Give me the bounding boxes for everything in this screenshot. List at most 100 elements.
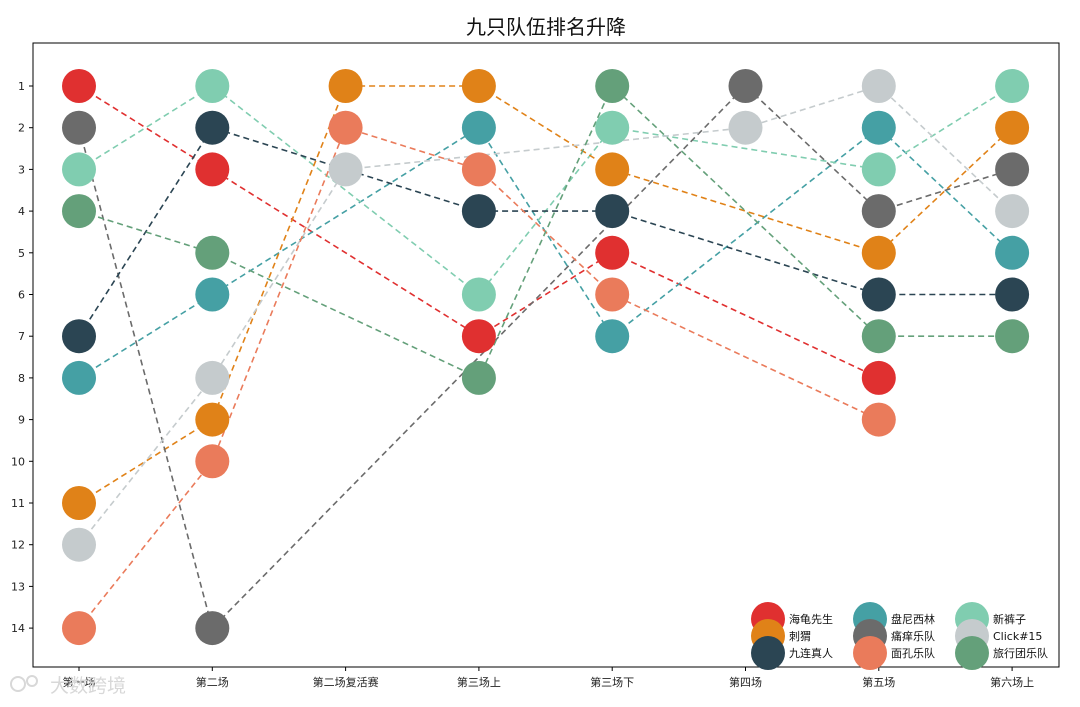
- watermark-text: 大数跨境: [50, 675, 126, 697]
- marker-s8-p7: [995, 319, 1030, 354]
- marker-s5-p7: [995, 194, 1030, 229]
- series-markers: [62, 69, 1030, 646]
- legend-label-8: 旅行团乐队: [993, 646, 1048, 660]
- marker-s1-p1: [195, 277, 230, 312]
- x-tick-label-3: 第三场上: [457, 675, 501, 689]
- marker-s2-p7: [995, 69, 1030, 103]
- marker-s4-p1: [195, 611, 230, 646]
- marker-s6-p0: [62, 319, 96, 354]
- legend-marker-8: [955, 636, 989, 670]
- y-tick-label-6: 6: [18, 289, 25, 302]
- y-tick-label-7: 7: [18, 330, 25, 343]
- watermark: 大数跨境: [10, 675, 126, 697]
- y-tick-label-9: 9: [18, 414, 25, 427]
- marker-s6-p4: [595, 194, 630, 229]
- marker-s1-p3: [461, 110, 496, 145]
- x-tick-label-2: 第二场复活赛: [313, 675, 379, 689]
- marker-s8-p1: [195, 235, 230, 270]
- series-line-6: [78, 126, 1013, 337]
- legend-marker-7: [853, 636, 887, 670]
- marker-s7-p3: [461, 152, 496, 187]
- y-tick-label-11: 11: [11, 497, 25, 510]
- marker-s4-p7: [995, 152, 1030, 187]
- marker-s6-p3: [461, 194, 496, 229]
- x-tick-label-5: 第四场: [729, 675, 762, 689]
- marker-s8-p6: [861, 319, 896, 354]
- marker-s0-p3: [461, 319, 496, 354]
- marker-s2-p1: [195, 69, 230, 103]
- plot-frame: [32, 42, 1060, 668]
- series-line-4: [78, 84, 1013, 630]
- marker-s7-p4: [595, 277, 630, 312]
- y-tick-label-2: 2: [18, 122, 25, 135]
- marker-s5-p2: [328, 152, 363, 187]
- marker-s2-p4: [595, 110, 630, 145]
- series-line-8: [78, 84, 1013, 379]
- marker-s7-p6: [861, 402, 896, 437]
- x-tick-label-7: 第六场上: [990, 675, 1034, 689]
- marker-s4-p6: [861, 194, 896, 229]
- marker-s3-p3: [461, 69, 496, 103]
- y-tick-label-10: 10: [11, 455, 25, 468]
- marker-s1-p0: [62, 360, 96, 395]
- x-tick-label-6: 第五场: [862, 675, 895, 689]
- marker-s5-p6: [861, 69, 896, 103]
- y-tick-label-1: 1: [18, 80, 25, 93]
- marker-s2-p3: [461, 277, 496, 312]
- x-tick-label-1: 第二场: [196, 675, 229, 689]
- marker-s7-p0: [62, 611, 96, 646]
- marker-s3-p1: [195, 402, 230, 437]
- y-tick-label-4: 4: [18, 205, 25, 218]
- marker-s5-p5: [728, 110, 763, 145]
- marker-s6-p7: [995, 277, 1030, 312]
- marker-s5-p0: [62, 527, 96, 562]
- marker-s1-p4: [595, 319, 630, 354]
- marker-s8-p4: [595, 69, 630, 103]
- legend-marker-6: [751, 636, 785, 670]
- x-tick-label-0: 第一场: [63, 675, 96, 689]
- x-axis: 第一场 第二场 第二场复活赛 第三场上 第三场下 第四场 第五场 第六场上: [63, 667, 1034, 689]
- marker-s3-p0: [62, 486, 96, 520]
- marker-s0-p0: [62, 69, 96, 103]
- marker-s0-p4: [595, 235, 630, 270]
- marker-s2-p6: [861, 152, 896, 187]
- y-tick-label-12: 12: [11, 539, 25, 552]
- legend-label-7: 面孔乐队: [891, 646, 935, 660]
- marker-s0-p1: [195, 152, 230, 187]
- marker-s4-p0: [62, 110, 96, 145]
- y-tick-label-14: 14: [11, 622, 25, 635]
- marker-s4-p5: [728, 69, 763, 103]
- marker-s7-p2: [328, 110, 363, 145]
- series-lines: [78, 84, 1013, 630]
- legend-label-1: 盘尼西林: [891, 612, 935, 626]
- legend-label-3: 刺猬: [789, 630, 811, 643]
- y-tick-label-3: 3: [18, 163, 25, 176]
- x-tick-label-4: 第三场下: [590, 675, 634, 689]
- marker-s8-p3: [461, 360, 496, 395]
- marker-s1-p6: [861, 110, 896, 145]
- legend-label-0: 海龟先生: [789, 612, 833, 626]
- y-tick-label-8: 8: [18, 372, 25, 385]
- legend-label-2: 新裤子: [993, 612, 1026, 626]
- marker-s6-p6: [861, 277, 896, 312]
- series-line-7: [78, 126, 880, 629]
- marker-s3-p6: [861, 235, 896, 270]
- marker-s1-p7: [995, 235, 1030, 270]
- marker-s0-p6: [861, 360, 896, 395]
- legend-label-5: Click#15: [993, 630, 1042, 643]
- marker-s3-p7: [995, 110, 1030, 145]
- series-line-5: [78, 85, 1013, 546]
- marker-s3-p2: [328, 69, 363, 103]
- marker-s8-p0: [62, 194, 96, 229]
- y-tick-label-5: 5: [18, 247, 25, 260]
- marker-s7-p1: [195, 444, 230, 479]
- marker-s2-p0: [62, 152, 96, 187]
- watermark-logo-icon: [10, 675, 38, 692]
- marker-s3-p4: [595, 152, 630, 187]
- legend-label-6: 九连真人: [789, 646, 833, 660]
- legend-label-4: 痛痒乐队: [891, 629, 935, 643]
- marker-s5-p1: [195, 360, 230, 395]
